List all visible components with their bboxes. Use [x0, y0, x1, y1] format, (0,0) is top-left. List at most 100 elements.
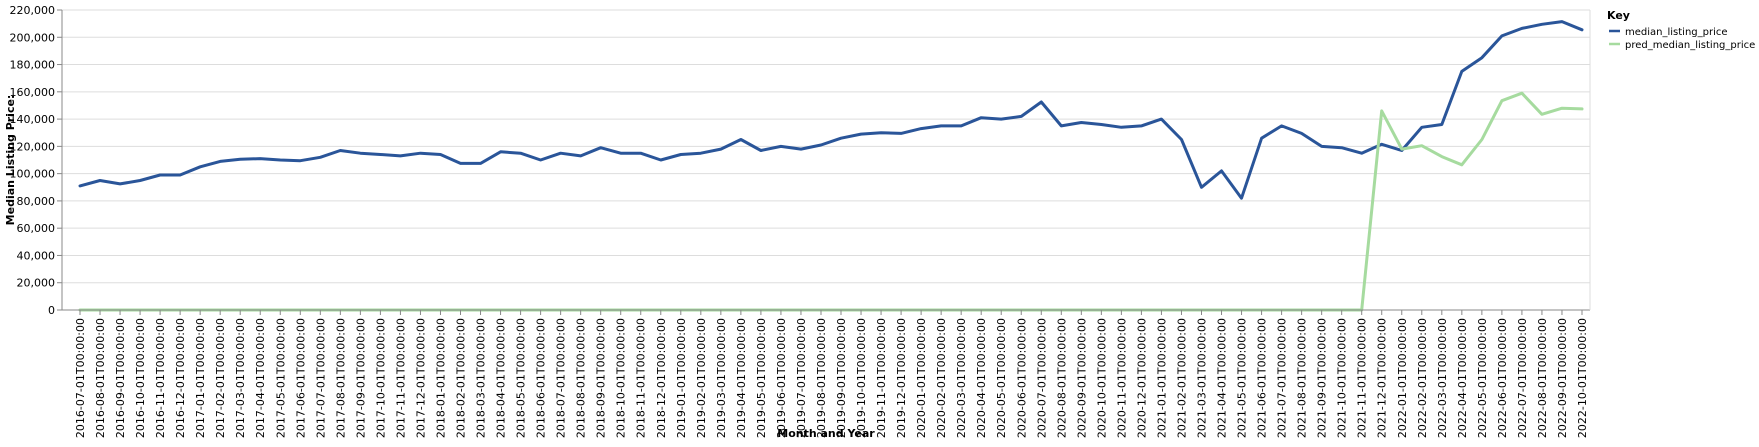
x-tick-label: 2020-09-01T00:00:00 — [1075, 318, 1088, 438]
x-tick-label: 2016-08-01T00:00:00 — [94, 318, 107, 438]
x-tick-label: 2021-05-01T00:00:00 — [1236, 318, 1249, 438]
x-tick-label: 2019-08-01T00:00:00 — [815, 318, 828, 438]
x-tick-label: 2016-12-01T00:00:00 — [174, 318, 187, 438]
x-tick-label: 2018-03-01T00:00:00 — [475, 318, 488, 438]
x-tick-label: 2016-10-01T00:00:00 — [134, 318, 147, 438]
legend-label: median_listing_price — [1625, 27, 1728, 38]
x-tick-label: 2018-04-01T00:00:00 — [495, 318, 508, 438]
series-line-pred-median-listing-price — [78, 91, 1584, 312]
x-tick-label: 2017-02-01T00:00:00 — [214, 318, 227, 438]
x-tick-label: 2020-06-01T00:00:00 — [1015, 318, 1028, 438]
x-tick-label: 2018-09-01T00:00:00 — [595, 318, 608, 438]
x-tick-label: 2021-04-01T00:00:00 — [1216, 318, 1229, 438]
y-tick-label: 0 — [48, 304, 55, 317]
y-tick-label: 20,000 — [17, 277, 56, 290]
x-tick-label: 2022-03-01T00:00:00 — [1436, 318, 1449, 438]
x-axis-title: Month and Year — [777, 427, 875, 440]
x-tick-label: 2021-12-01T00:00:00 — [1376, 318, 1389, 438]
x-tick-label: 2017-09-01T00:00:00 — [354, 318, 367, 438]
x-tick-label: 2018-11-01T00:00:00 — [635, 318, 648, 438]
x-tick-label: 2019-03-01T00:00:00 — [715, 318, 728, 438]
x-tick-label: 2019-06-01T00:00:00 — [775, 318, 788, 438]
x-tick-label: 2021-02-01T00:00:00 — [1175, 318, 1188, 438]
x-tick-label: 2018-10-01T00:00:00 — [615, 318, 628, 438]
x-tick-label: 2019-10-01T00:00:00 — [855, 318, 868, 438]
x-tick-label: 2022-04-01T00:00:00 — [1456, 318, 1469, 438]
x-tick-label: 2017-05-01T00:00:00 — [274, 318, 287, 438]
x-tick-label: 2022-07-01T00:00:00 — [1516, 318, 1529, 438]
x-tick-label: 2020-04-01T00:00:00 — [975, 318, 988, 438]
x-tick-label: 2017-04-01T00:00:00 — [254, 318, 267, 438]
x-tick-label: 2017-07-01T00:00:00 — [314, 318, 327, 438]
x-tick-label: 2019-07-01T00:00:00 — [795, 318, 808, 438]
y-tick-label: 80,000 — [17, 195, 56, 208]
x-tick-label: 2020-07-01T00:00:00 — [1035, 318, 1048, 438]
x-tick-label: 2017-08-01T00:00:00 — [334, 318, 347, 438]
x-tick-label: 2018-12-01T00:00:00 — [655, 318, 668, 438]
legend-label: pred_median_listing_price — [1625, 40, 1755, 51]
x-tick-label: 2017-01-01T00:00:00 — [194, 318, 207, 438]
x-tick-label: 2019-12-01T00:00:00 — [895, 318, 908, 438]
x-tick-label: 2019-01-01T00:00:00 — [675, 318, 688, 438]
y-tick-label: 220,000 — [10, 4, 56, 17]
y-tick-label: 160,000 — [10, 86, 56, 99]
x-tick-label: 2018-01-01T00:00:00 — [434, 318, 447, 438]
x-tick-label: 2019-05-01T00:00:00 — [755, 318, 768, 438]
y-tick-label: 40,000 — [17, 249, 56, 262]
x-tick-label: 2021-11-01T00:00:00 — [1356, 318, 1369, 438]
x-tick-label: 2022-10-01T00:00:00 — [1576, 318, 1589, 438]
x-tick-label: 2022-02-01T00:00:00 — [1416, 318, 1429, 438]
x-tick-label: 2017-03-01T00:00:00 — [234, 318, 247, 438]
x-tick-label: 2016-11-01T00:00:00 — [154, 318, 167, 438]
y-tick-label: 60,000 — [17, 222, 56, 235]
x-tick-label: 2020-02-01T00:00:00 — [935, 318, 948, 438]
x-tick-label: 2021-09-01T00:00:00 — [1316, 318, 1329, 438]
x-tick-label: 2016-09-01T00:00:00 — [114, 318, 127, 438]
x-tick-label: 2021-07-01T00:00:00 — [1276, 318, 1289, 438]
x-tick-label: 2019-02-01T00:00:00 — [695, 318, 708, 438]
x-tick-label: 2020-01-01T00:00:00 — [915, 318, 928, 438]
x-tick-label: 2022-06-01T00:00:00 — [1496, 318, 1509, 438]
x-axis-ticks: 2016-07-01T00:00:00 2016-08-01T00:00:00 20… — [74, 310, 1589, 438]
x-tick-label: 2020-05-01T00:00:00 — [995, 318, 1008, 438]
y-tick-label: 140,000 — [10, 113, 56, 126]
legend-title: Key — [1607, 9, 1630, 22]
x-tick-label: 2021-01-01T00:00:00 — [1155, 318, 1168, 438]
x-tick-label: 2019-04-01T00:00:00 — [735, 318, 748, 438]
gridlines — [62, 9, 1590, 311]
x-tick-label: 2017-06-01T00:00:00 — [294, 318, 307, 438]
y-tick-label: 200,000 — [10, 31, 56, 44]
x-tick-label: 2020-11-01T00:00:00 — [1115, 318, 1128, 438]
x-tick-label: 2022-09-01T00:00:00 — [1556, 318, 1569, 438]
x-tick-label: 2022-05-01T00:00:00 — [1476, 318, 1489, 438]
x-tick-label: 2020-10-01T00:00:00 — [1095, 318, 1108, 438]
x-tick-label: 2018-02-01T00:00:00 — [455, 318, 468, 438]
x-tick-label: 2019-09-01T00:00:00 — [835, 318, 848, 438]
x-tick-label: 2022-08-01T00:00:00 — [1536, 318, 1549, 438]
y-tick-label: 180,000 — [10, 59, 56, 72]
x-tick-label: 2017-10-01T00:00:00 — [374, 318, 387, 438]
x-tick-label: 2021-10-01T00:00:00 — [1336, 318, 1349, 438]
x-tick-label: 2016-07-01T00:00:00 — [74, 318, 87, 438]
x-tick-label: 2021-08-01T00:00:00 — [1296, 318, 1309, 438]
x-tick-label: 2021-06-01T00:00:00 — [1256, 318, 1269, 438]
x-tick-label: 2019-11-01T00:00:00 — [875, 318, 888, 438]
legend: Key median_listing_price pred_median_list… — [1607, 9, 1755, 51]
x-tick-label: 2020-12-01T00:00:00 — [1135, 318, 1148, 438]
x-tick-label: 2017-12-01T00:00:00 — [414, 318, 427, 438]
y-tick-label: 100,000 — [10, 168, 56, 181]
y-axis-ticks: 0 20,000 40,000 60,000 80,000 100,000 120,000 1… — [10, 4, 62, 317]
y-axis-title: Median Listing Price: — [4, 95, 17, 226]
x-tick-label: 2022-01-01T00:00:00 — [1396, 318, 1409, 438]
x-tick-label: 2018-05-01T00:00:00 — [515, 318, 528, 438]
x-tick-label: 2018-08-01T00:00:00 — [575, 318, 588, 438]
x-tick-label: 2018-06-01T00:00:00 — [535, 318, 548, 438]
x-tick-label: 2017-11-01T00:00:00 — [394, 318, 407, 438]
y-tick-label: 120,000 — [10, 140, 56, 153]
series-line-median-listing-price — [78, 20, 1584, 200]
x-tick-label: 2021-03-01T00:00:00 — [1195, 318, 1208, 438]
x-tick-label: 2020-03-01T00:00:00 — [955, 318, 968, 438]
axes — [61, 10, 1591, 311]
x-tick-label: 2018-07-01T00:00:00 — [555, 318, 568, 438]
